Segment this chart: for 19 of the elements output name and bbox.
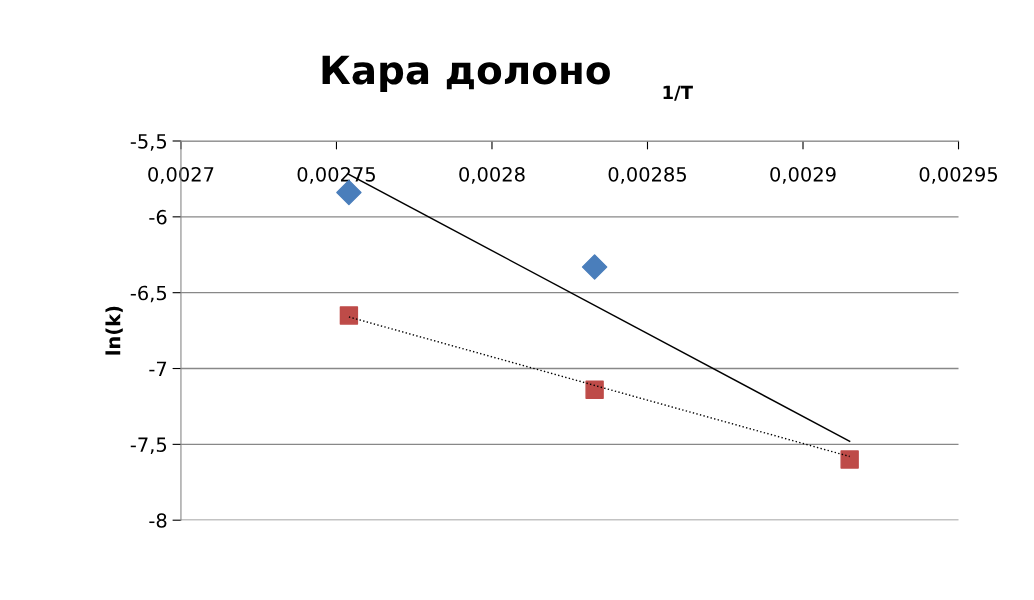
- x-axis-title: 1/T: [663, 85, 693, 101]
- y-tick-label: -7: [149, 361, 167, 376]
- point: [840, 450, 859, 469]
- y-axis-title: ln(k): [105, 306, 123, 355]
- point: [581, 254, 608, 280]
- y-tick-label: -5,5: [130, 134, 167, 151]
- x-tick-label: 0,0027: [148, 166, 214, 184]
- y-tick-label: -6: [149, 209, 167, 225]
- y-tick-label: -7,5: [130, 437, 167, 455]
- x-tick-label: 0,00295: [919, 166, 998, 184]
- chart-title: Кара долоно: [322, 55, 610, 93]
- y-tick-label: -8: [149, 513, 167, 528]
- point: [585, 380, 604, 399]
- point: [339, 306, 359, 325]
- x-tick-label: 0,0028: [459, 166, 525, 184]
- x-tick-label: 0,00275: [297, 166, 375, 184]
- x-tick-label: 0,00285: [608, 166, 686, 184]
- x-tick-label: 0,0029: [770, 166, 836, 184]
- y-tick-label: -6,5: [130, 285, 167, 303]
